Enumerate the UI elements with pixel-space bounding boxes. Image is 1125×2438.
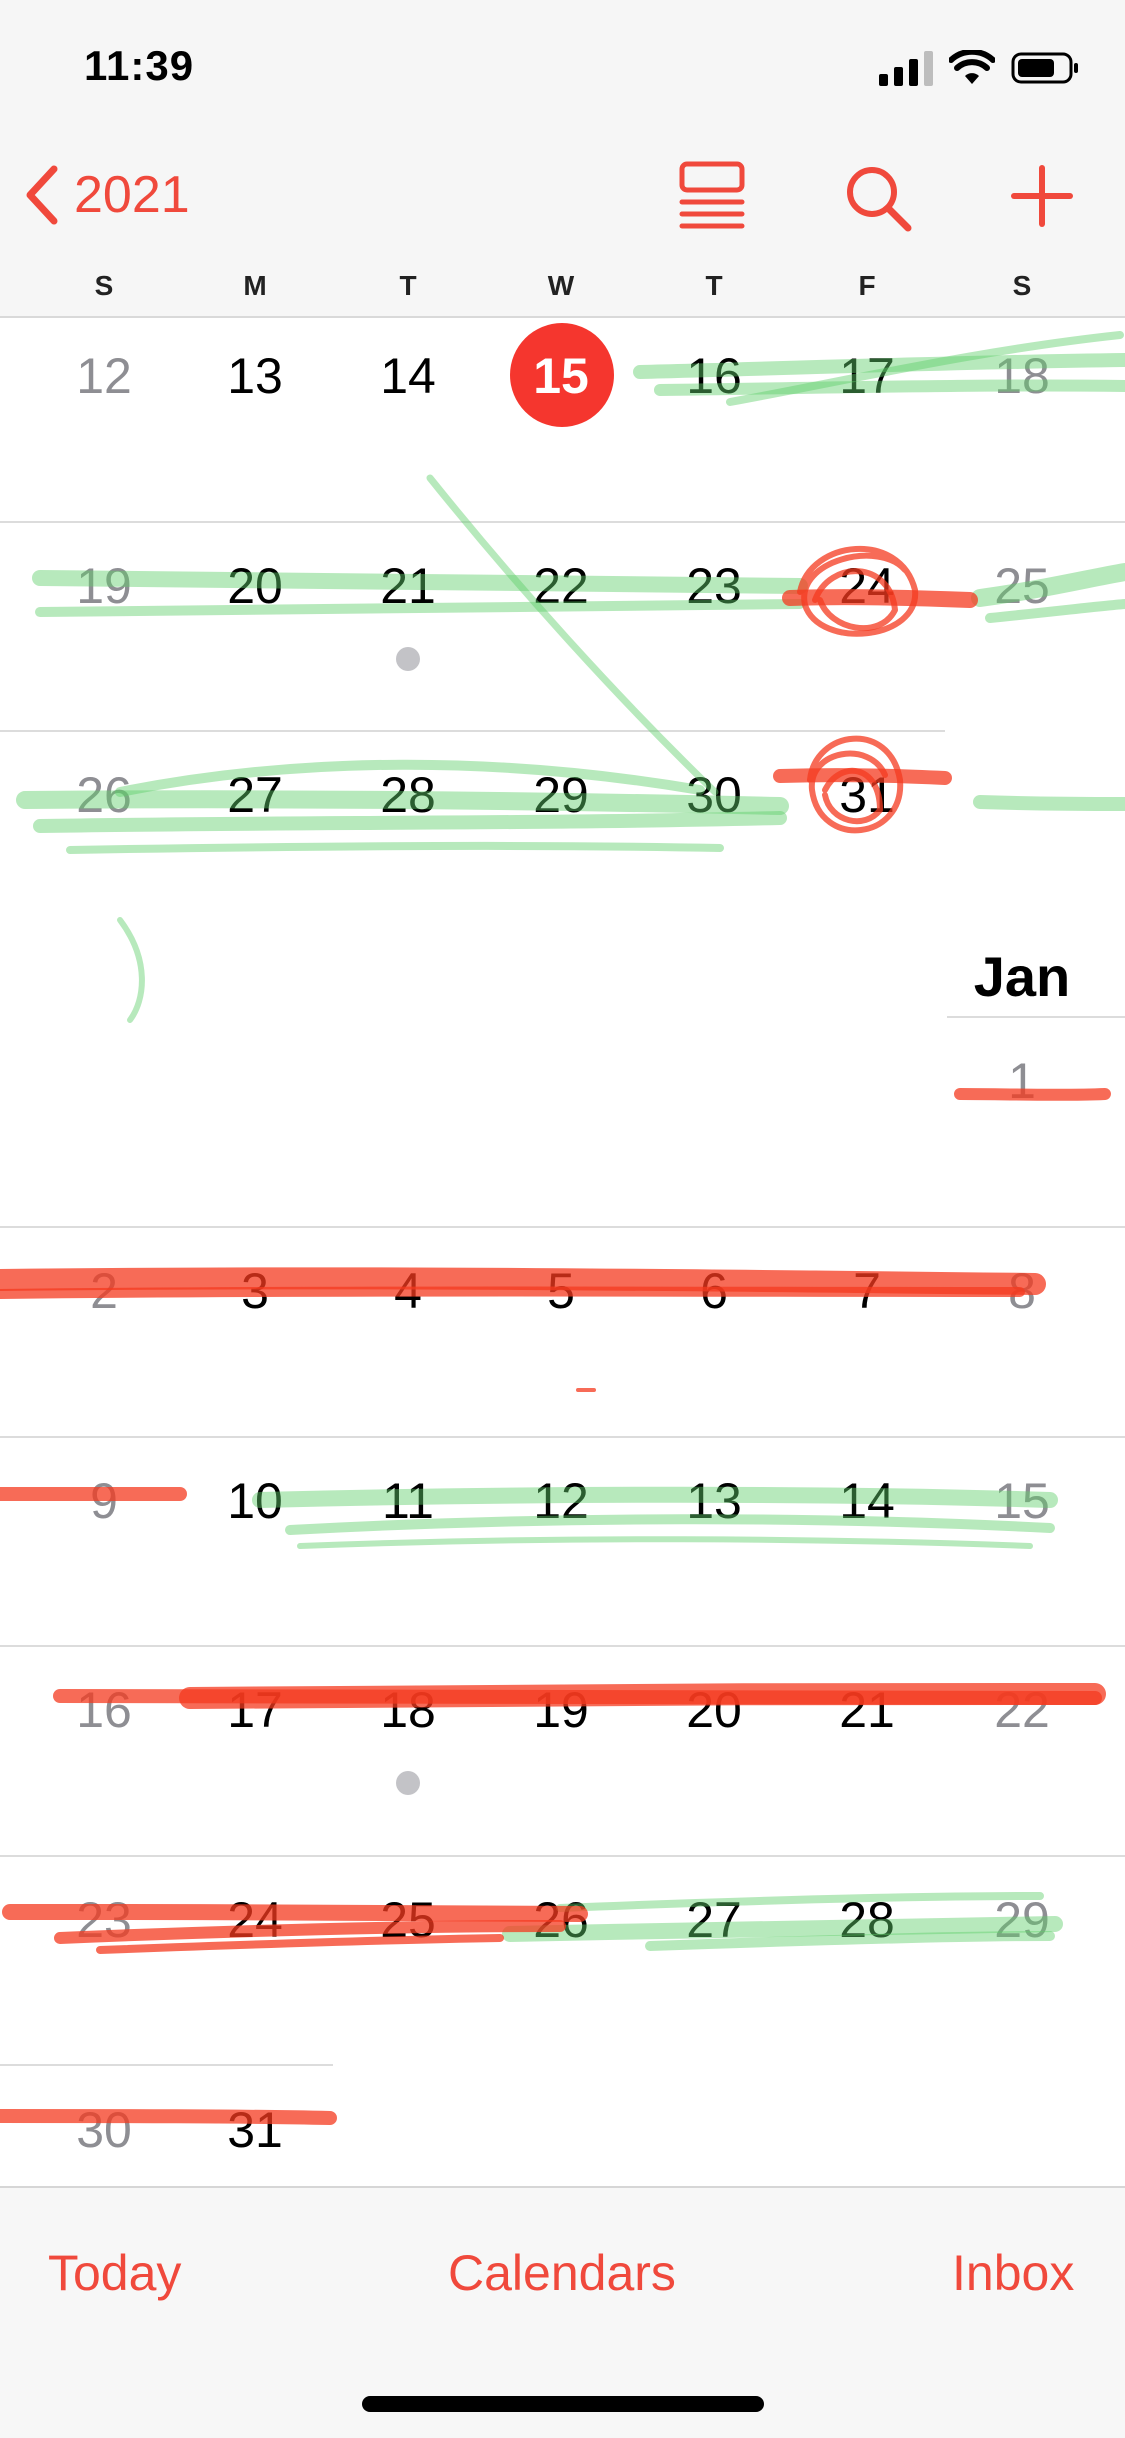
day-cell[interactable]: 20: [227, 558, 283, 614]
day-cell[interactable]: 30: [686, 767, 742, 823]
day-cell[interactable]: 18: [994, 348, 1050, 404]
day-cell[interactable]: 3: [241, 1263, 269, 1319]
weekday-label: S: [94, 270, 114, 301]
weekday-label: F: [858, 270, 876, 301]
day-cell[interactable]: 21: [380, 558, 436, 614]
top-bar: 11:39 2021 S M: [0, 0, 1125, 318]
status-time: 11:39: [84, 42, 195, 89]
day-cell[interactable]: 2: [90, 1263, 118, 1319]
back-to-year-button[interactable]: 2021: [22, 160, 190, 230]
day-cell[interactable]: 30: [76, 2102, 132, 2158]
row-divider: [0, 1645, 1125, 1647]
search-icon[interactable]: [842, 162, 914, 234]
day-cell[interactable]: 21: [839, 1682, 895, 1738]
list-view-icon[interactable]: [678, 160, 746, 232]
day-cell[interactable]: 27: [686, 1892, 742, 1948]
row-divider: [0, 521, 1125, 523]
row-divider: [0, 1226, 1125, 1228]
day-cell[interactable]: 25: [994, 558, 1050, 614]
day-cell[interactable]: 22: [533, 558, 589, 614]
row-divider: [0, 2064, 333, 2066]
day-cell[interactable]: 12: [76, 348, 132, 404]
wifi-icon: [949, 50, 995, 84]
day-cell[interactable]: 12: [533, 1473, 589, 1529]
status-icons: [879, 46, 1081, 90]
day-cell-today[interactable]: 15: [533, 348, 589, 404]
day-cell[interactable]: 6: [700, 1263, 728, 1319]
day-cell[interactable]: 31: [227, 2102, 283, 2158]
day-cell[interactable]: 24: [227, 1892, 283, 1948]
day-cell[interactable]: 23: [686, 558, 742, 614]
day-cell[interactable]: 29: [994, 1892, 1050, 1948]
day-cell[interactable]: 1: [1008, 1053, 1036, 1109]
row-divider: [0, 730, 945, 732]
month-label: Jan: [973, 945, 1071, 1008]
weekday-label: T: [705, 270, 723, 301]
day-cell[interactable]: 14: [839, 1473, 895, 1529]
day-cell[interactable]: 17: [839, 348, 895, 404]
row-divider: [0, 1855, 1125, 1857]
day-cell[interactable]: 24: [839, 558, 895, 614]
inbox-button[interactable]: Inbox: [952, 2245, 1075, 2301]
day-cell[interactable]: 13: [686, 1473, 742, 1529]
day-cell[interactable]: 15: [994, 1473, 1050, 1529]
day-cell[interactable]: 20: [686, 1682, 742, 1738]
day-cell[interactable]: 10: [227, 1473, 283, 1529]
day-cell[interactable]: 9: [90, 1473, 118, 1529]
weekday-header: S M T W T F S: [0, 270, 1125, 310]
weekday-label: M: [243, 270, 267, 301]
day-cell[interactable]: 26: [76, 767, 132, 823]
weekday-label: T: [399, 270, 417, 301]
day-cell[interactable]: 14: [380, 348, 436, 404]
day-cell[interactable]: 19: [76, 558, 132, 614]
home-indicator: [362, 2396, 764, 2412]
event-dot: [396, 647, 420, 671]
day-cell[interactable]: 5: [547, 1263, 575, 1319]
day-cell[interactable]: 19: [533, 1682, 589, 1738]
event-dot: [396, 1771, 420, 1795]
weekday-label: W: [547, 270, 575, 301]
day-cell[interactable]: 28: [380, 767, 436, 823]
day-cell[interactable]: 11: [382, 1473, 434, 1529]
day-cell[interactable]: 27: [227, 767, 283, 823]
calendars-button[interactable]: Calendars: [448, 2245, 676, 2301]
day-cell[interactable]: 8: [1008, 1263, 1036, 1319]
day-cell[interactable]: 16: [686, 348, 742, 404]
back-label: 2021: [74, 166, 190, 224]
today-button[interactable]: Today: [48, 2245, 182, 2301]
day-cell[interactable]: 28: [839, 1892, 895, 1948]
weekday-label: S: [1012, 270, 1032, 301]
day-cell[interactable]: 7: [853, 1263, 881, 1319]
day-cell[interactable]: 29: [533, 767, 589, 823]
battery-icon: [1011, 52, 1078, 84]
day-cell[interactable]: 23: [76, 1892, 132, 1948]
day-cell[interactable]: 22: [994, 1682, 1050, 1738]
day-cell[interactable]: 16: [76, 1682, 132, 1738]
cellular-signal-icon: [879, 50, 933, 86]
day-cell[interactable]: 4: [394, 1263, 422, 1319]
chevron-left-icon: [26, 165, 58, 225]
day-cell[interactable]: 17: [227, 1682, 283, 1738]
day-cell[interactable]: 31: [839, 767, 895, 823]
today-indicator: [510, 323, 614, 427]
row-divider: [947, 1016, 1125, 1018]
row-divider: [0, 1436, 1125, 1438]
day-cell[interactable]: 26: [533, 1892, 589, 1948]
day-cell[interactable]: 13: [227, 348, 283, 404]
day-cell[interactable]: 18: [380, 1682, 436, 1738]
day-cell[interactable]: 25: [380, 1892, 436, 1948]
plus-icon[interactable]: [1010, 164, 1074, 228]
